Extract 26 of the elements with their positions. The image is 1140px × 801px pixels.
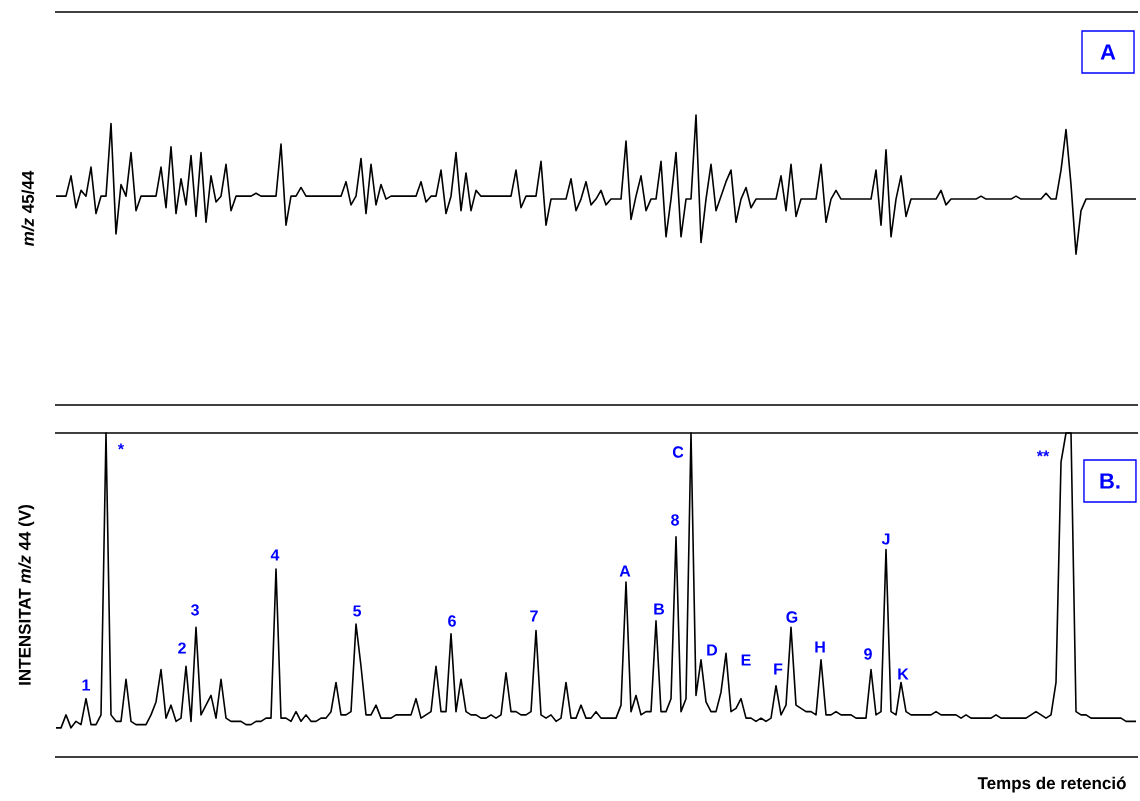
annotation: C: [672, 446, 684, 458]
annotation: G: [786, 611, 798, 623]
annotation: 4: [270, 549, 280, 561]
annotation: E: [741, 654, 751, 666]
annotation: A: [619, 565, 631, 577]
annotation: B: [654, 603, 665, 615]
annotation: F: [774, 663, 783, 675]
annotation: *: [117, 443, 125, 450]
annotation: 8: [671, 514, 679, 526]
annotation: **: [1036, 450, 1050, 457]
text: A: [1100, 44, 1116, 60]
annotation: H: [815, 641, 825, 653]
annotation: 3: [190, 604, 199, 616]
y-axis-title: INTENSITAT m/z 44 (V): [18, 505, 35, 685]
annotation: 2: [178, 642, 186, 654]
annotation: 9: [864, 648, 872, 660]
x-axis-title: Temps de retenció: [977, 776, 1126, 793]
annotation: D: [707, 644, 718, 656]
annotation: J: [881, 533, 890, 545]
annotation: 6: [448, 615, 456, 627]
annotation: 5: [353, 605, 362, 617]
annotation: B.: [1100, 473, 1120, 489]
annotation: 7: [530, 610, 538, 622]
annotation: K: [898, 668, 909, 680]
annotation: 1: [82, 679, 90, 691]
y-axis-title: m/z 45/44: [21, 170, 35, 246]
